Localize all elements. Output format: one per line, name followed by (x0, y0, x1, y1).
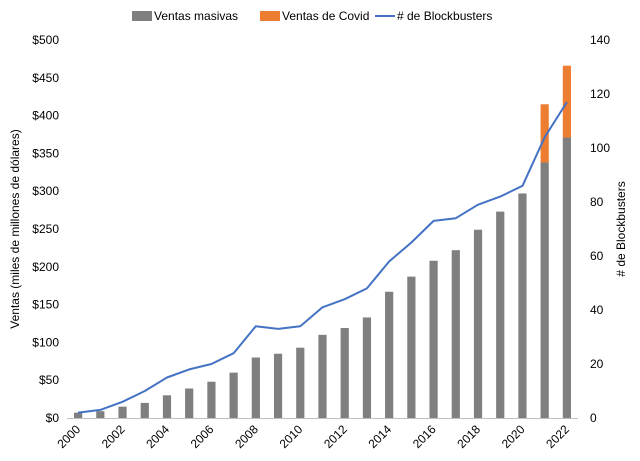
y-tick-label: $400 (32, 109, 59, 123)
x-tick-label: 2002 (99, 422, 128, 451)
x-tick-label: 2004 (143, 422, 172, 451)
y2-tick-label: 140 (590, 33, 610, 47)
bar-ventas-masivas-2006 (207, 381, 216, 418)
legend-item: # de Blockbusters (375, 9, 492, 23)
y2-tick-label: 60 (590, 249, 604, 263)
bar-ventas-masivas-2013 (362, 317, 372, 418)
bar-ventas-masivas-2000 (74, 412, 83, 418)
y2-tick-label: 100 (590, 141, 610, 155)
line-blockbusters (77, 101, 568, 414)
bar-ventas-masivas-2020 (518, 193, 527, 418)
x-tick-label: 2020 (499, 422, 528, 451)
bar-ventas-masivas-2021 (540, 162, 549, 418)
y-tick-label: $300 (32, 184, 59, 198)
x-tick-label: 2018 (454, 422, 483, 451)
legend-label: # de Blockbusters (397, 9, 492, 23)
bar-ventas-masivas-2002 (118, 406, 127, 418)
bar-ventas-masivas-2007 (229, 372, 238, 418)
x-tick-label: 2006 (188, 422, 217, 451)
bar-ventas-masivas-2012 (340, 328, 349, 418)
bar-ventas-masivas-2005 (185, 388, 194, 418)
x-tick-label: 2014 (365, 422, 394, 451)
bar-ventas-covid-2021 (540, 104, 549, 163)
bars-layer (74, 65, 571, 419)
y2-tick-label: 20 (590, 357, 604, 371)
y2-tick-label: 0 (590, 411, 597, 425)
y2-tick-label: 40 (590, 303, 604, 317)
legend-label: Ventas de Covid (282, 9, 369, 23)
bar-ventas-covid-2022 (562, 65, 571, 138)
line-layer (77, 101, 568, 414)
y2-tick-label: 80 (590, 195, 604, 209)
x-tick-label: 2008 (232, 422, 261, 451)
y-tick-label: $50 (39, 373, 59, 387)
legend: Ventas masivas Ventas de Covid # de Blockb… (132, 9, 492, 23)
y-tick-label: $100 (32, 335, 59, 349)
bar-ventas-masivas-2022 (562, 137, 571, 419)
x-tick-label: 2010 (277, 422, 306, 451)
bar-ventas-masivas-2003 (140, 402, 149, 418)
bar-ventas-masivas-2017 (451, 250, 460, 418)
bar-ventas-masivas-2008 (251, 357, 260, 418)
bar-ventas-masivas-2010 (296, 347, 305, 418)
x-tick-label: 2016 (410, 422, 439, 451)
legend-item: Ventas de Covid (260, 9, 369, 23)
y-axis-title: Ventas (miles de millones de dólares) (8, 129, 22, 328)
legend-item: Ventas masivas (132, 9, 238, 23)
legend-label: Ventas masivas (154, 9, 238, 23)
x-tick-label: 2000 (54, 422, 83, 451)
x-tick-label: 2022 (543, 422, 572, 451)
y-tick-label: $350 (32, 146, 59, 160)
y2-tick-label: 120 (590, 87, 610, 101)
y-tick-label: $200 (32, 260, 59, 274)
legend-swatch (260, 11, 280, 21)
legend-swatch (132, 11, 152, 21)
x-tick-label: 2012 (321, 422, 350, 451)
y-tick-label: $450 (32, 71, 59, 85)
bar-ventas-masivas-2018 (473, 229, 483, 418)
y-tick-label: $250 (32, 222, 59, 236)
bar-ventas-masivas-2001 (96, 411, 105, 418)
bar-ventas-masivas-2011 (318, 334, 327, 418)
bar-ventas-masivas-2014 (385, 291, 394, 418)
bar-ventas-masivas-2019 (496, 211, 505, 418)
y-tick-label: $500 (32, 33, 59, 47)
y-tick-label: $150 (32, 298, 59, 312)
bar-ventas-masivas-2009 (273, 353, 283, 418)
y2-axis-title: # de Blockbusters (614, 181, 628, 276)
y-tick-label: $0 (46, 411, 60, 425)
bar-ventas-masivas-2015 (407, 276, 416, 418)
bar-ventas-masivas-2016 (429, 260, 438, 418)
bar-ventas-masivas-2004 (162, 395, 172, 418)
